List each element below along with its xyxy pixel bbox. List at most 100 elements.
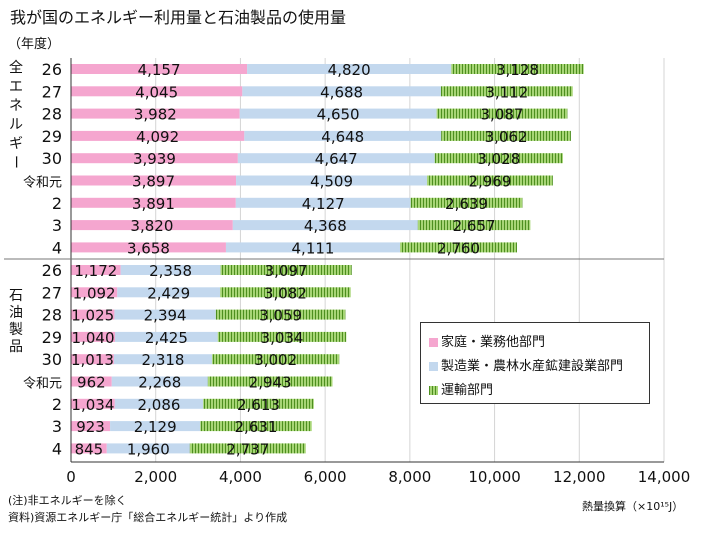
bar-home xyxy=(71,86,243,97)
data-label: 3,087 xyxy=(481,106,524,124)
bar-transport xyxy=(417,220,531,231)
bar-home xyxy=(71,197,236,208)
data-label: 4,688 xyxy=(320,83,363,101)
bar-transport xyxy=(220,287,351,298)
category-label: 3 xyxy=(52,417,62,436)
data-label: 2,639 xyxy=(445,195,488,213)
data-label: 2,268 xyxy=(138,374,181,392)
data-label: 4,092 xyxy=(136,128,179,146)
category-label: 2 xyxy=(52,395,62,414)
x-axis: 0 2,000 4,000 6,000 8,000 10,000 12,000 14,000 （… xyxy=(4,36,690,486)
gridlines xyxy=(155,58,665,462)
bar-manufacturing xyxy=(236,175,428,186)
group-label-char: 石 xyxy=(9,288,23,304)
data-label: 4,045 xyxy=(135,83,178,101)
x-tick-label: 2,000 xyxy=(134,468,177,486)
legend-label-home: 家庭・業務他部門 xyxy=(441,335,546,350)
bar-transport xyxy=(400,242,517,253)
category-label: 27 xyxy=(42,283,62,302)
data-label: 2,657 xyxy=(453,217,496,235)
group-label-char: ル xyxy=(9,117,23,133)
data-label: 3,820 xyxy=(130,217,173,235)
data-label: 1,013 xyxy=(71,351,114,369)
bar-home xyxy=(71,153,238,164)
group-label-char: 全 xyxy=(9,59,23,76)
bar-manufacturing xyxy=(110,421,201,432)
data-label: 2,613 xyxy=(237,396,280,414)
data-label: 3,034 xyxy=(261,329,304,347)
group-label-char: 油 xyxy=(9,305,23,321)
category-label: 27 xyxy=(42,82,62,101)
legend-swatch-transport xyxy=(429,386,438,395)
bar-manufacturing xyxy=(113,354,213,365)
data-label: 2,429 xyxy=(147,284,190,302)
x-tick-label: 10,000 xyxy=(468,468,521,486)
data-label: 845 xyxy=(75,440,104,458)
bar-home xyxy=(71,309,115,320)
bar-transport xyxy=(441,130,571,141)
data-label: 3,939 xyxy=(133,150,176,168)
bar-manufacturing xyxy=(235,197,411,208)
data-label: 962 xyxy=(77,374,106,392)
bar-transport xyxy=(212,354,340,365)
bar-home xyxy=(71,398,115,409)
bar-home xyxy=(71,64,248,74)
bar-home xyxy=(71,108,240,119)
category-label: 29 xyxy=(42,328,62,347)
data-label: 3,112 xyxy=(485,83,528,101)
x-tick-label: 14,000 xyxy=(638,468,691,486)
bar-transport xyxy=(215,309,346,320)
source-line: 資料)資源エネルギー庁「総合エネルギー統計」より作成 xyxy=(8,511,288,524)
legend-swatch-home xyxy=(429,338,438,347)
legend-label-manufacturing: 製造業・農林水産鉱建設業部門 xyxy=(441,359,624,374)
bar-transport xyxy=(410,197,523,208)
data-label: 1,960 xyxy=(127,440,170,458)
source-note: (注)非エネルギーを除く 資料)資源エネルギー庁「総合エネルギー統計」より作成 xyxy=(8,492,287,526)
group-label-char: ネ xyxy=(9,98,23,114)
data-label: 2,358 xyxy=(149,262,192,280)
unit-label: 熱量換算（×10¹⁵J） xyxy=(582,500,684,513)
bar-manufacturing xyxy=(242,86,441,97)
data-label: 2,318 xyxy=(142,351,185,369)
bar-home xyxy=(71,130,245,141)
bar-manufacturing xyxy=(117,287,221,298)
group-label-char: エ xyxy=(9,79,23,95)
group-label-char: 品 xyxy=(9,339,23,355)
data-label: 1,025 xyxy=(71,307,114,325)
chart-title: 我が国のエネルギー利用量と石油製品の使用量 xyxy=(10,8,347,27)
data-label: 4,820 xyxy=(328,61,371,79)
group-label-char: ギ xyxy=(9,136,23,152)
bar-home xyxy=(71,421,111,432)
category-label: 28 xyxy=(42,105,62,124)
data-label: 3,002 xyxy=(254,351,297,369)
data-label: 4,647 xyxy=(315,150,358,168)
category-label: 30 xyxy=(42,350,62,369)
group-label-char: 製 xyxy=(9,322,23,338)
bar-transport xyxy=(436,108,568,119)
bar-manufacturing xyxy=(247,64,452,74)
data-label: 1,040 xyxy=(72,329,115,347)
bar-transport xyxy=(434,153,563,164)
bar-manufacturing xyxy=(120,265,221,275)
bar-manufacturing xyxy=(237,153,435,164)
data-label: 3,097 xyxy=(265,262,308,280)
legend: 家庭・業務他部門 製造業・農林水産鉱建設業部門 運輸部門 xyxy=(420,322,650,404)
category-label: 28 xyxy=(42,306,62,325)
bar-transport xyxy=(451,64,584,74)
data-label: 2,943 xyxy=(249,374,292,392)
data-label: 2,969 xyxy=(468,173,511,191)
category-label: 26 xyxy=(42,261,62,280)
data-label: 4,368 xyxy=(304,217,347,235)
data-label: 4,157 xyxy=(138,61,181,79)
data-label: 3,128 xyxy=(496,61,539,79)
data-label: 2,631 xyxy=(235,418,278,436)
bar-transport xyxy=(427,175,553,186)
bar-transport xyxy=(440,86,573,97)
bar-home xyxy=(71,354,114,365)
x-tick-label: 8,000 xyxy=(388,468,431,486)
category-label: 3 xyxy=(52,216,62,235)
data-label: 2,760 xyxy=(437,239,480,257)
bar-transport xyxy=(207,376,333,387)
bar-manufacturing xyxy=(225,242,401,253)
data-label: 1,092 xyxy=(73,284,116,302)
